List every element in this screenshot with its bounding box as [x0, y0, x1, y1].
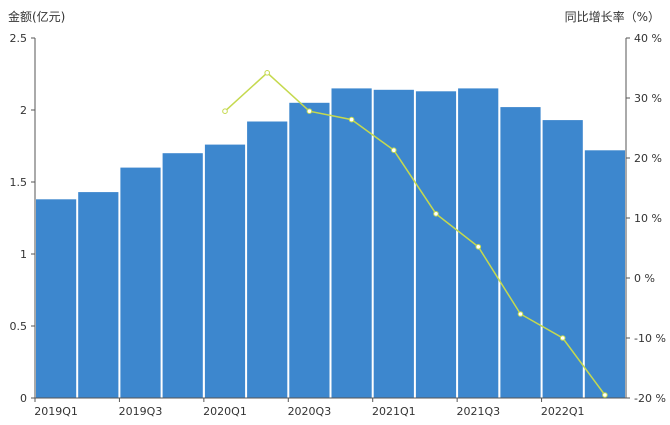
- growth-rate-point: [391, 147, 397, 153]
- x-tick-label: 2019Q1: [34, 405, 78, 418]
- x-tick-label: 2022Q1: [541, 405, 585, 418]
- y-tick-label-right: 0 %: [634, 272, 655, 285]
- growth-rate-point: [475, 244, 482, 250]
- x-tick-label: 2020Q1: [203, 405, 247, 418]
- bar-2019Q4: [162, 153, 203, 398]
- bar-2021Q3: [458, 88, 499, 399]
- bar-2019Q2: [78, 192, 119, 398]
- x-tick-label: 2021Q1: [372, 405, 416, 418]
- bar-2021Q4: [500, 107, 541, 398]
- bar-2022Q1: [542, 120, 583, 398]
- bar-2019Q1: [36, 199, 77, 398]
- bar-2020Q1: [204, 144, 246, 398]
- y-tick-label-left: 2: [20, 104, 27, 117]
- growth-rate-point: [602, 392, 608, 398]
- y-tick-label-left: 1.5: [10, 176, 28, 189]
- bar-2019Q3: [120, 167, 161, 398]
- growth-rate-point: [559, 335, 566, 341]
- y-tick-label-left: 0: [20, 392, 27, 405]
- growth-rate-point: [517, 311, 524, 317]
- bar-2022Q2: [584, 150, 625, 398]
- bar-2021Q2: [415, 91, 457, 399]
- y-tick-label-right: 40 %: [634, 32, 662, 45]
- y-tick-label-right: -10 %: [634, 332, 666, 345]
- growth-rate-point: [433, 211, 439, 217]
- bar-2020Q2: [247, 121, 288, 398]
- y-tick-label-right: 10 %: [634, 212, 662, 225]
- y-tick-label-left: 0.5: [10, 320, 28, 333]
- x-tick-label: 2019Q3: [119, 405, 163, 418]
- growth-rate-point: [264, 70, 271, 76]
- growth-rate-point: [348, 116, 355, 123]
- y-tick-label-left: 1: [20, 248, 27, 261]
- y-tick-label-right: 20 %: [634, 152, 662, 165]
- bar-2020Q4: [331, 88, 372, 399]
- y-tick-label-right: 30 %: [634, 92, 662, 105]
- y-tick-label-left: 2.5: [10, 32, 28, 45]
- y-axis-left-title: 金额(亿元): [8, 10, 66, 24]
- bar-2020Q3: [289, 102, 330, 399]
- y-axis-right-title: 同比增长率（%）: [564, 10, 660, 24]
- x-tick-label: 2021Q3: [456, 405, 500, 418]
- y-tick-label-right: -20 %: [634, 392, 666, 405]
- x-tick-label: 2020Q3: [288, 405, 332, 418]
- bar-2021Q1: [373, 89, 414, 399]
- growth-rate-point: [306, 108, 313, 114]
- growth-rate-line: [224, 71, 606, 396]
- growth-rate-point: [222, 108, 228, 114]
